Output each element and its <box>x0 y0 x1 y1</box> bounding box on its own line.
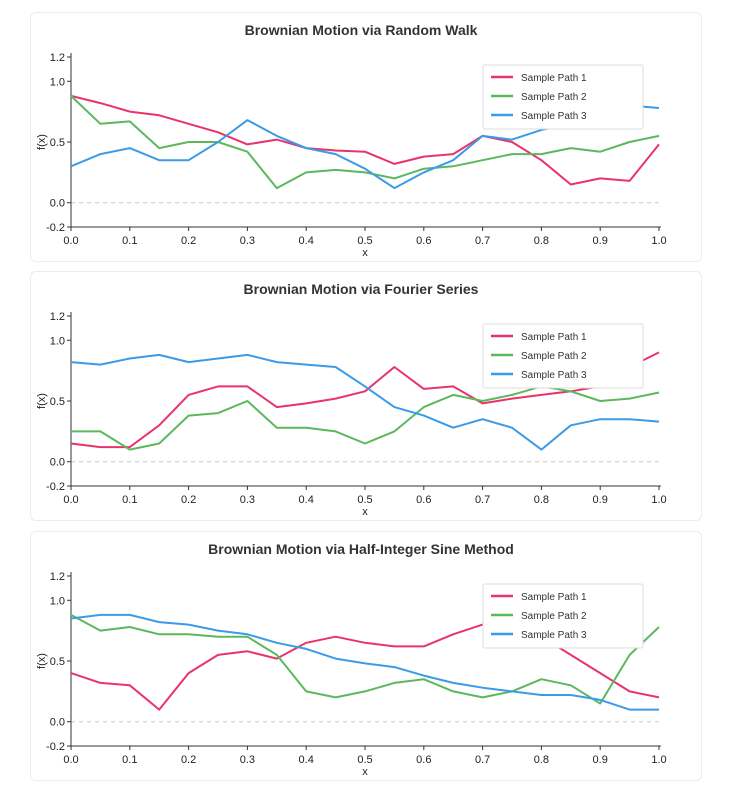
legend-label-path-2: Sample Path 2 <box>521 92 587 103</box>
legend-label-path-2: Sample Path 2 <box>521 351 587 362</box>
legend-label-path-1: Sample Path 1 <box>521 332 587 343</box>
x-tick-label: 0.4 <box>299 494 314 506</box>
series-line-path-3 <box>70 613 659 711</box>
x-tick-label: 0.5 <box>357 494 372 506</box>
legend-label-path-1: Sample Path 1 <box>521 592 587 603</box>
y-tick-label: 1.2 <box>50 311 65 323</box>
x-tick-label: 0.3 <box>240 754 255 766</box>
x-tick-label: 0.9 <box>593 754 608 766</box>
legend: Sample Path 1 Sample Path 2 Sample Path 3 <box>482 64 644 130</box>
y-tick-label: 0.5 <box>50 137 65 149</box>
legend: Sample Path 1 Sample Path 2 Sample Path 3 <box>482 583 644 649</box>
y-axis-label: f(x) <box>36 653 48 669</box>
x-axis-label: x <box>362 506 368 518</box>
x-axis-label: x <box>362 766 368 778</box>
y-tick-label: 1.2 <box>50 571 65 583</box>
x-tick-label: 0.1 <box>122 235 137 247</box>
x-tick-label: 0.9 <box>593 494 608 506</box>
legend-box <box>482 583 644 649</box>
chart-title: Brownian Motion via Random Walk <box>245 22 478 38</box>
y-axis-label: f(x) <box>36 393 48 409</box>
x-tick-label: 0.7 <box>475 235 490 247</box>
x-tick-label: 0.3 <box>240 235 255 247</box>
series-line-path-2 <box>71 385 660 451</box>
x-tick-label: 0.6 <box>416 494 431 506</box>
series-line-path-2 <box>70 95 660 190</box>
legend-label-path-2: Sample Path 2 <box>521 611 587 622</box>
y-tick-label: -0.2 <box>46 222 65 234</box>
chart-panel-half-integer-sine: Brownian Motion via Half-Integer Sine Me… <box>30 531 702 781</box>
x-tick-label: 0.6 <box>416 754 431 766</box>
x-tick-label: 0.7 <box>475 754 490 766</box>
legend-box <box>482 64 644 130</box>
y-tick-label: 1.2 <box>50 52 65 64</box>
x-tick-label: 0.2 <box>181 754 196 766</box>
x-tick-label: 0.2 <box>181 494 196 506</box>
x-tick-label: 1.0 <box>651 494 666 506</box>
x-tick-label: 0.0 <box>63 494 78 506</box>
x-tick-label: 0.7 <box>475 494 490 506</box>
chart-fourier-series: Brownian Motion via Fourier Series 0.0 0.1… <box>36 281 667 518</box>
legend-label-path-3: Sample Path 3 <box>521 111 587 122</box>
legend-label-path-3: Sample Path 3 <box>521 370 587 381</box>
x-tick-label: 0.1 <box>122 494 137 506</box>
y-tick-label: 0.5 <box>50 396 65 408</box>
chart-title: Brownian Motion via Fourier Series <box>244 281 479 297</box>
y-tick-label: -0.2 <box>46 481 65 493</box>
x-tick-label: 0.5 <box>357 754 372 766</box>
legend-label-path-3: Sample Path 3 <box>521 630 587 641</box>
x-tick-label: 0.6 <box>416 235 431 247</box>
series-line-path-1 <box>70 94 660 186</box>
legend-box <box>482 323 644 389</box>
x-tick-label: 0.0 <box>63 235 78 247</box>
series-line-path-3 <box>70 353 660 451</box>
y-tick-label: -0.2 <box>46 741 65 753</box>
series-line-path-2 <box>70 614 660 705</box>
chart-random-walk: Brownian Motion via Random Walk 0.0 0.1 0.2… <box>36 22 667 259</box>
y-tick-label: 1.0 <box>50 595 65 607</box>
x-tick-label: 0.9 <box>593 235 608 247</box>
chart-title: Brownian Motion via Half-Integer Sine Me… <box>208 541 514 557</box>
series-line-path-1 <box>70 351 660 449</box>
legend-label-path-1: Sample Path 1 <box>521 73 587 84</box>
y-tick-label: 0.0 <box>50 717 65 729</box>
x-tick-label: 0.3 <box>240 494 255 506</box>
y-tick-label: 1.0 <box>50 76 65 88</box>
y-tick-label: 0.0 <box>50 198 65 210</box>
x-tick-label: 0.0 <box>63 754 78 766</box>
x-tick-label: 0.8 <box>534 235 549 247</box>
x-tick-label: 0.4 <box>299 235 314 247</box>
x-tick-label: 0.4 <box>299 754 314 766</box>
x-tick-label: 0.1 <box>122 754 137 766</box>
y-axis-label: f(x) <box>36 134 48 150</box>
legend: Sample Path 1 Sample Path 2 Sample Path 3 <box>482 323 644 389</box>
x-axis-label: x <box>362 247 368 259</box>
y-tick-label: 1.0 <box>50 335 65 347</box>
y-tick-label: 0.5 <box>50 656 65 668</box>
chart-panel-fourier-series: Brownian Motion via Fourier Series 0.0 0.1… <box>30 271 702 521</box>
chart-half-integer-sine: Brownian Motion via Half-Integer Sine Me… <box>36 541 667 778</box>
y-tick-label: 0.0 <box>50 457 65 469</box>
x-tick-label: 0.8 <box>534 494 549 506</box>
series-line-path-1 <box>70 613 660 711</box>
x-tick-label: 0.8 <box>534 754 549 766</box>
x-tick-label: 0.5 <box>357 235 372 247</box>
x-tick-label: 1.0 <box>651 754 666 766</box>
x-tick-label: 0.2 <box>181 235 196 247</box>
chart-panel-random-walk: Brownian Motion via Random Walk 0.0 0.1 0.2… <box>30 12 702 262</box>
x-tick-label: 1.0 <box>651 235 666 247</box>
